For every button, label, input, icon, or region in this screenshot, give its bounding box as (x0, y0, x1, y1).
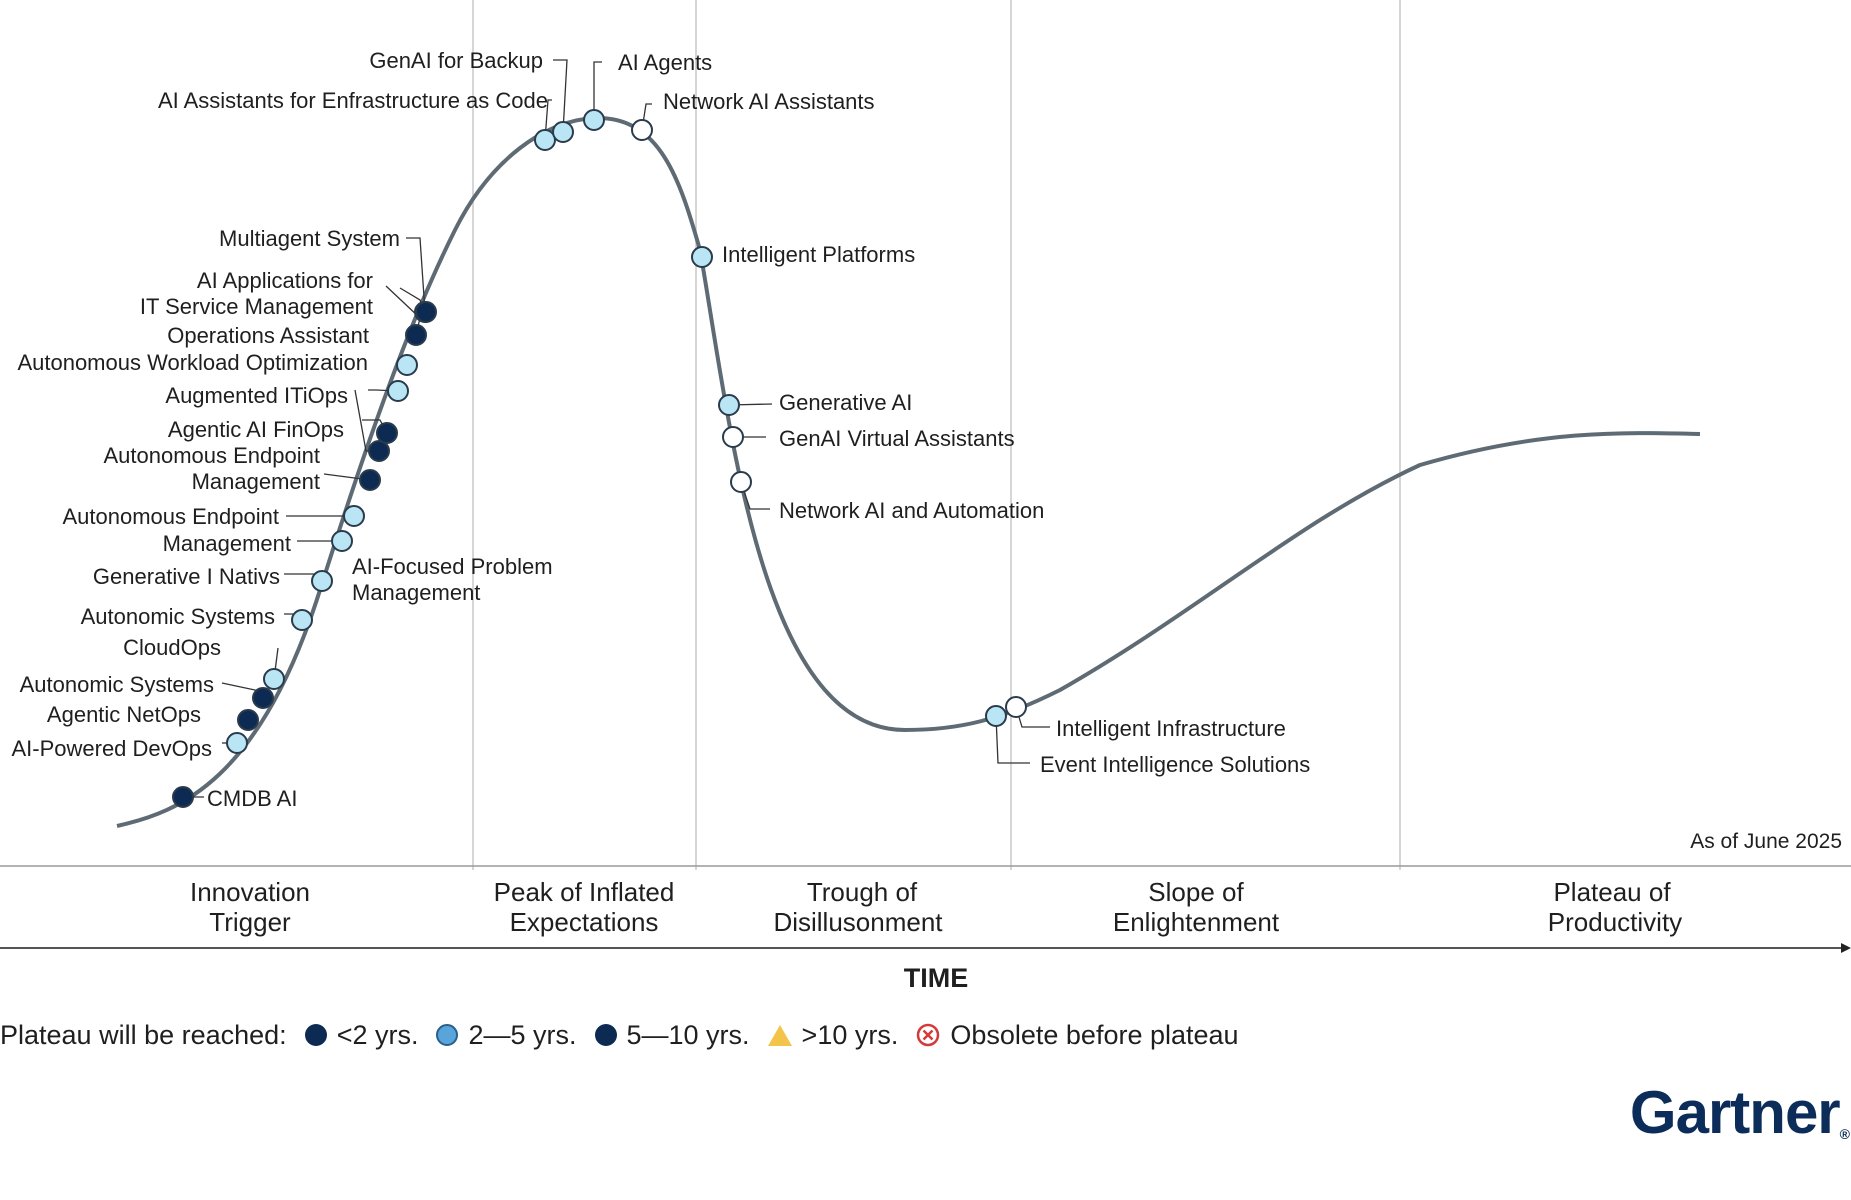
legend-dot-light-icon (436, 1024, 459, 1046)
brand-name: Gartner (1629, 1079, 1841, 1146)
technology-label: CMDB AI (207, 786, 297, 811)
legend-dot-dark-icon (304, 1024, 327, 1046)
technology-label: Event Intelligence Solutions (1040, 752, 1310, 777)
technology-label: Multiagent System (219, 226, 400, 251)
technology-label: Augmented ITiOps (165, 383, 348, 408)
technology-label: Autonomous Endpoint (104, 443, 321, 468)
technology-marker (1005, 696, 1027, 718)
legend-item-2to5: 2—5 yrs. (436, 1019, 577, 1051)
phase-labels: Innovation Trigger Peak of Inflated Expe… (190, 877, 1682, 937)
technology-marker (691, 246, 713, 268)
technology-marker (534, 129, 556, 151)
phase-peak-line2: Expectations (510, 907, 659, 937)
technology-label: Intelligent Platforms (722, 242, 915, 267)
legend-item-obsolete: Obsolete before plateau (916, 1019, 1239, 1051)
phase-plateau-line2: Productivity (1548, 907, 1682, 937)
technology-label: AI Agents (618, 50, 712, 75)
technology-label: Autonomous Endpoint (63, 504, 280, 529)
technology-marker (415, 301, 437, 323)
technology-label: GenAI for Backup (369, 48, 543, 73)
hype-cycle-chart: CMDB AI AI-Powered DevOps Agentic NetOps Au… (0, 0, 1851, 993)
technology-marker (311, 570, 333, 592)
phase-trough-line2: Disillusonment (773, 907, 943, 937)
technology-marker (985, 705, 1007, 727)
legend-item-5to10: 5—10 yrs. (594, 1019, 750, 1051)
technology-label: GenAI Virtual Assistants (779, 426, 1015, 451)
technology-marker (376, 422, 398, 444)
triangle-icon (767, 1024, 792, 1046)
time-axis-arrow-icon (1841, 943, 1851, 953)
technology-marker (405, 324, 427, 346)
technology-marker (396, 354, 418, 376)
legend-dot-dark-icon (594, 1024, 617, 1046)
legend-label: <2 yrs. (336, 1019, 419, 1050)
technology-label: Operations Assistant (167, 323, 369, 348)
phase-peak-line1: Peak of Inflated (494, 877, 675, 907)
legend-title: Plateau will be reached: (0, 1019, 287, 1050)
technology-marker (387, 380, 409, 402)
technology-labels: CMDB AI AI-Powered DevOps Agentic NetOps Au… (11, 48, 1310, 811)
technology-marker (359, 469, 381, 491)
technology-label: AI-Powered DevOps (11, 736, 212, 761)
technology-label-line2: IT Service Management (140, 294, 373, 319)
technology-label: CloudOps (123, 635, 221, 660)
obsolete-x-icon (917, 1023, 940, 1047)
technology-label: Generative I Nativs (93, 564, 280, 589)
phase-slope-line2: Enlightenment (1113, 907, 1280, 937)
technology-label: Agentic AI FinOps (168, 417, 344, 442)
phase-innovation-trigger-line2: Trigger (209, 907, 291, 937)
technology-marker (343, 505, 365, 527)
technology-label: Network AI Assistants (663, 89, 875, 114)
technology-label: Management (163, 531, 291, 556)
technology-marker (718, 394, 740, 416)
legend-item-gt10: >10 yrs. (767, 1019, 899, 1051)
technology-marker (730, 471, 752, 493)
technology-label-line2: Management (192, 469, 320, 494)
legend: Plateau will be reached: <2 yrs. 2—5 yrs… (0, 1015, 1239, 1055)
phase-slope-line1: Slope of (1148, 877, 1244, 907)
technology-markers (172, 109, 1027, 808)
technology-marker (552, 121, 574, 143)
technology-label: Autonomic Systems (20, 672, 214, 697)
technology-marker (291, 609, 313, 631)
technology-label: Autonomic Systems (81, 604, 275, 629)
phase-trough-line1: Trough of (807, 877, 918, 907)
technology-marker (252, 687, 274, 709)
technology-marker (331, 530, 353, 552)
legend-item-lt2: <2 yrs. (304, 1019, 419, 1051)
legend-label: Obsolete before plateau (950, 1019, 1239, 1050)
technology-label: Autonomous Workload Optimization (17, 350, 368, 375)
technology-marker (583, 109, 605, 131)
as-of-date: As of June 2025 (1690, 830, 1842, 853)
phase-innovation-trigger-line1: Innovation (190, 877, 310, 907)
phase-plateau-line1: Plateau of (1553, 877, 1671, 907)
legend-label: 5—10 yrs. (626, 1019, 750, 1050)
technology-label: AI Applications for (197, 268, 373, 293)
technology-marker (631, 119, 653, 141)
gartner-logo: Gartner® (1629, 1079, 1850, 1146)
legend-label: >10 yrs. (801, 1019, 899, 1050)
legend-label: 2—5 yrs. (468, 1019, 577, 1050)
technology-label: AI-Focused Problem (352, 554, 553, 579)
technology-marker (237, 709, 259, 731)
technology-marker (722, 426, 744, 448)
technology-label-line2: Management (352, 580, 480, 605)
technology-label: Intelligent Infrastructure (1056, 716, 1286, 741)
technology-label: Network AI and Automation (779, 498, 1044, 523)
hype-curve (116, 115, 1701, 828)
technology-marker (368, 440, 390, 462)
technology-marker (263, 668, 285, 690)
technology-marker (172, 786, 194, 808)
technology-label: Agentic NetOps (47, 702, 201, 727)
technology-label: AI Assistants for Enfrastructure as Code (158, 88, 548, 113)
technology-marker (226, 732, 248, 754)
time-axis-label: TIME (904, 963, 969, 993)
technology-label: Generative AI (779, 390, 912, 415)
